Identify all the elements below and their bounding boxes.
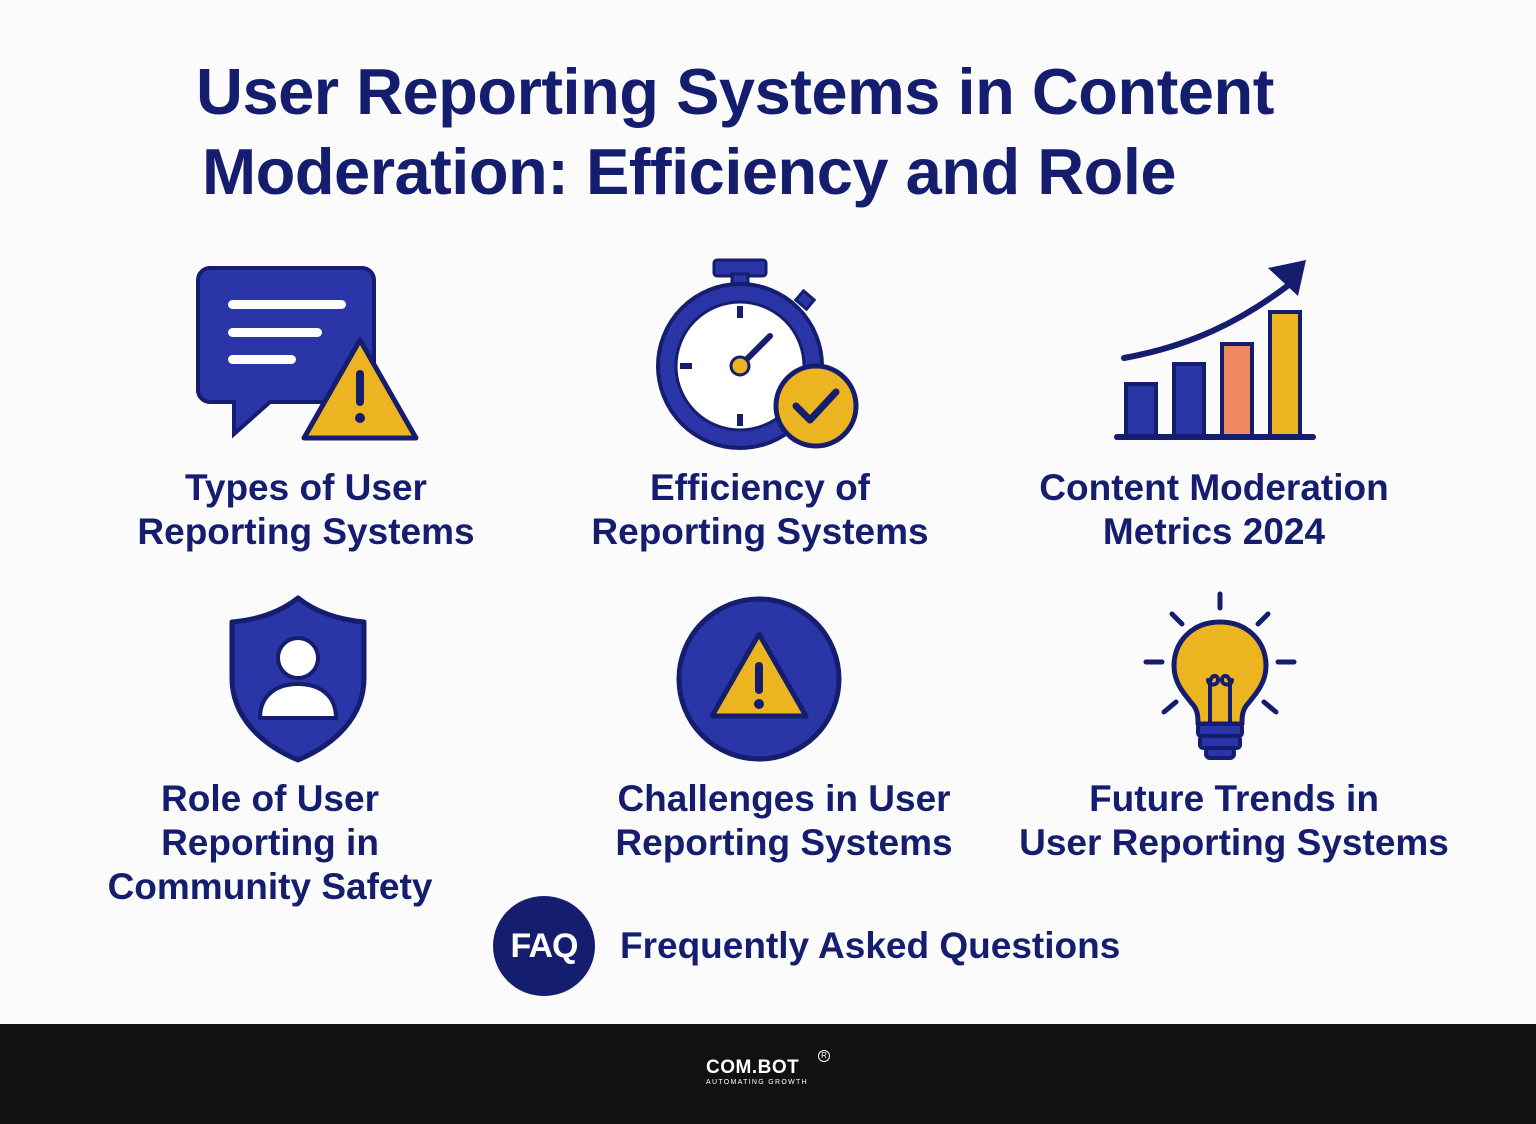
stopwatch-check-icon xyxy=(656,258,859,450)
item-label-types: Types of User Reporting Systems xyxy=(137,467,475,552)
item-label-metrics: Content Moderation Metrics 2024 xyxy=(1039,467,1389,552)
item-label-future: Future Trends in User Reporting Systems xyxy=(1019,778,1449,863)
brand-logo: COM.BOT AUTOMATING GROWTH xyxy=(706,1058,808,1088)
title-line-2: Moderation: Efficiency and Role xyxy=(202,135,1177,208)
title-line-1: User Reporting Systems in Content xyxy=(196,55,1274,128)
faq-badge: FAQ xyxy=(493,896,595,996)
shield-user-icon xyxy=(229,595,367,763)
item-label-role: Role of User Reporting in Community Safe… xyxy=(107,778,433,907)
registered-mark-icon: R xyxy=(818,1050,830,1062)
chat-warning-icon xyxy=(196,266,419,441)
logo-tagline: AUTOMATING GROWTH xyxy=(706,1079,808,1086)
faq-label: Frequently Asked Questions xyxy=(620,925,1121,966)
item-label-efficiency: Efficiency of Reporting Systems xyxy=(591,467,929,552)
logo-wordmark: COM.BOT xyxy=(706,1057,800,1078)
page-title: User Reporting Systems in Content Modera… xyxy=(196,52,1456,212)
item-label-challenges: Challenges in User Reporting Systems xyxy=(615,778,953,863)
lightbulb-icon xyxy=(1143,591,1297,760)
warning-circle-icon xyxy=(676,596,842,762)
bar-chart-growth-icon xyxy=(1114,260,1316,440)
footer-bar xyxy=(0,1024,1536,1124)
